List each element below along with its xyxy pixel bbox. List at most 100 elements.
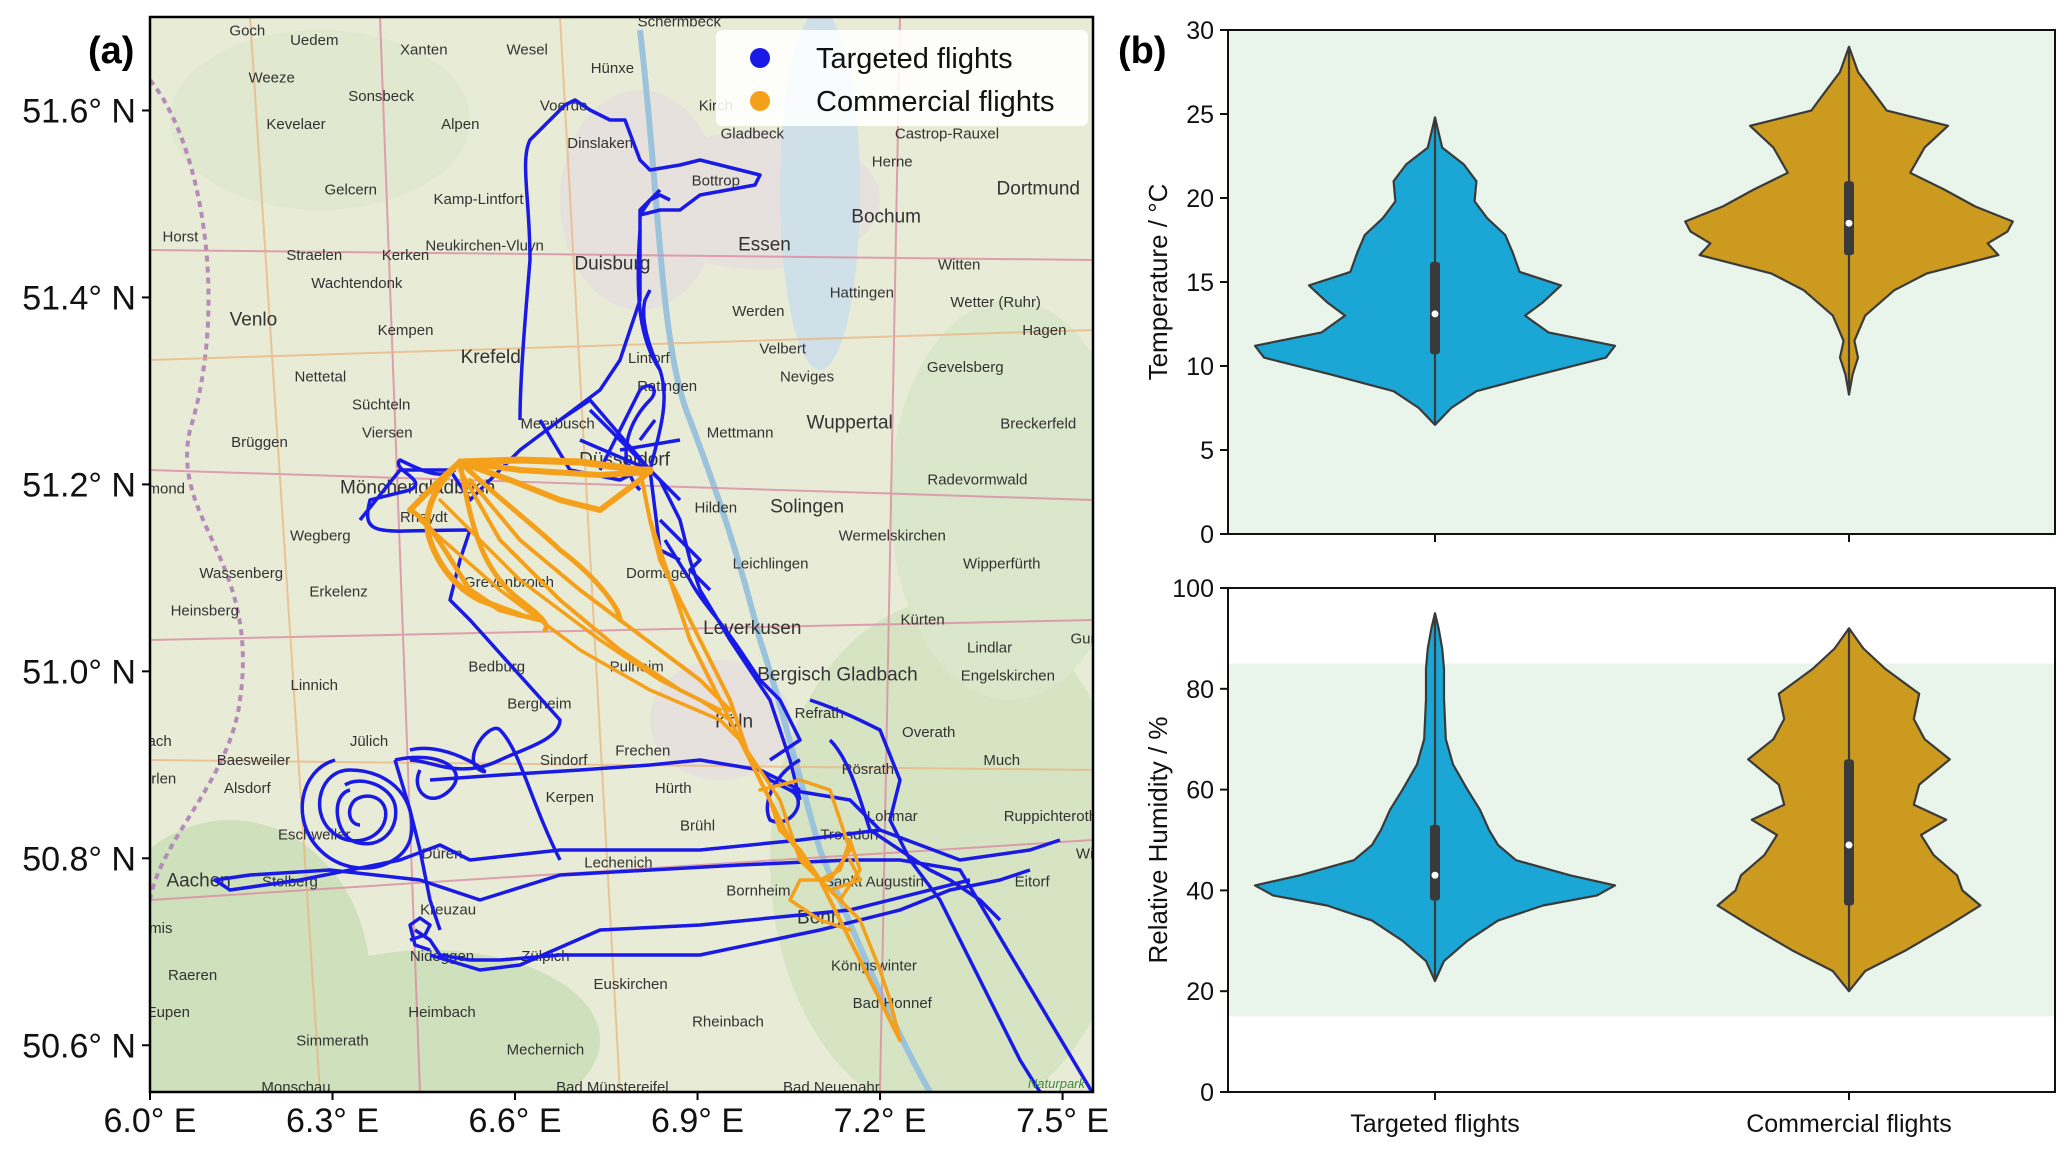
- map-place-label: Brühl: [680, 817, 715, 834]
- flight-tracks: [213, 98, 1093, 1092]
- map-place-label: Roermond: [115, 481, 185, 498]
- map-place-label: Wegberg: [290, 527, 351, 544]
- map-place-label: Heimbach: [408, 1004, 476, 1021]
- y-tick-label: 100: [1172, 575, 1214, 603]
- y-tick-label: 0: [1200, 521, 1214, 549]
- map-place-label: Uedem: [290, 32, 338, 49]
- map-place-label: Leichlingen: [733, 556, 809, 573]
- targeted-flight-tracks: [213, 98, 1093, 1092]
- y-tick-label: 10: [1186, 353, 1214, 381]
- map-place-label: Dormagen: [626, 565, 696, 582]
- map-place-label: Wassenberg: [199, 565, 283, 582]
- y-tick-label: 60: [1186, 777, 1214, 805]
- map-place-label: Herne: [872, 154, 913, 171]
- map-place-label: Bochum: [851, 207, 921, 228]
- map-place-label: Heerlen: [124, 771, 177, 788]
- map-place-label: Wachtendonk: [311, 275, 403, 292]
- map-place-label: Gumm: [1071, 630, 1116, 647]
- map-place-label: Königswinter: [831, 957, 917, 974]
- legend-label-targeted: Targeted flights: [816, 43, 1013, 75]
- map-y-tick-label: 50.6° N: [22, 1027, 136, 1065]
- map-place-label: Gevelsberg: [927, 359, 1004, 376]
- map-place-label: Heinsberg: [171, 602, 239, 619]
- y-tick-label: 80: [1186, 676, 1214, 704]
- violin-median-dot: [1431, 871, 1439, 879]
- y-axis-title: Relative Humidity / %: [1143, 716, 1173, 963]
- map-place-label: Wetter (Ruhr): [950, 294, 1041, 311]
- map-y-axis: 51.6° N 51.4° N 51.2° N 51.0° N 50.8° N 50.6°…: [22, 92, 150, 1065]
- map-place-label: Dinslaken: [567, 135, 633, 152]
- y-tick-label: 20: [1186, 978, 1214, 1006]
- map-place-label: Eitorf: [1015, 873, 1051, 890]
- y-tick-label: 40: [1186, 877, 1214, 905]
- map-place-label: Kevelaer: [266, 116, 325, 133]
- map-place-label: Ruppichteroth: [1004, 808, 1097, 825]
- y-tick-label: 15: [1186, 269, 1214, 297]
- map-place-label: Goch: [229, 23, 265, 40]
- map-place-label: Kerken: [382, 247, 430, 264]
- map-x-axis: 6.0° E 6.3° E 6.6° E 6.9° E 7.2° E 7.5° E: [104, 1092, 1109, 1140]
- map-place-label: Euskirchen: [594, 976, 668, 993]
- map-place-label: Brüggen: [231, 434, 288, 451]
- map-attribution: Naturpark: [1028, 1076, 1087, 1091]
- map-place-label: Alsdorf: [224, 780, 272, 797]
- map-place-label: Wuppertal: [807, 412, 893, 433]
- temperature-violin-chart: 0 5 10 15 20 25 30 Temperature / °C: [1143, 17, 2056, 549]
- plot-frame: [1227, 587, 2056, 1093]
- map-place-label: Bad Neuenahr: [783, 1079, 880, 1096]
- map-place-label: Hürth: [655, 780, 692, 797]
- map-place-label: Bergisch Gladbach: [757, 665, 918, 686]
- map-place-label: Jülich: [350, 733, 388, 750]
- map-x-tick-label: 7.2° E: [834, 1102, 927, 1140]
- map-place-label: Refrath: [795, 705, 844, 722]
- map-place-label: Übach: [128, 732, 171, 750]
- map-y-tick-label: 51.6° N: [22, 92, 136, 130]
- map-place-label: Xanten: [400, 41, 448, 58]
- map-place-label: Eupen: [147, 1004, 190, 1021]
- map-place-label: Werden: [732, 303, 784, 320]
- map-place-label: Solingen: [770, 496, 844, 517]
- map-place-label: Hattingen: [830, 284, 894, 301]
- map-place-label: Lechenich: [584, 855, 652, 872]
- map-place-label: Witten: [938, 256, 981, 273]
- map-place-label: Ratingen: [637, 378, 697, 395]
- legend-marker-targeted: [750, 48, 770, 68]
- map-place-label: Kerpen: [546, 789, 594, 806]
- map-place-label: Bedburg: [468, 658, 525, 675]
- map-place-label: Rösrath: [842, 761, 895, 778]
- map-place-label: Hagen: [1022, 322, 1066, 339]
- map-place-label: Neviges: [780, 369, 834, 386]
- map-place-label: Neukirchen-Vluyn: [425, 238, 543, 255]
- map-place-label: Frechen: [615, 742, 670, 759]
- map-x-tick-label: 6.9° E: [651, 1102, 744, 1140]
- map-place-label: Sonsbeck: [348, 88, 414, 105]
- legend-box: [716, 30, 1088, 126]
- map-place-label: Dortmund: [997, 179, 1080, 200]
- map-place-label: Wermelskirchen: [839, 527, 946, 544]
- flight-track-map: Schermbeck Goch Uedem Xanten Wesel Hünxe Weeze…: [22, 15, 1116, 1140]
- map-place-label: Kelmis: [127, 920, 172, 937]
- map-place-label: Linnich: [290, 677, 338, 694]
- map-place-label: Engelskirchen: [961, 668, 1055, 685]
- y-tick-label: 0: [1200, 1079, 1214, 1107]
- commercial-flight-tracks: [407, 456, 902, 1042]
- y-tick-label: 20: [1186, 185, 1214, 213]
- map-place-label: Velbert: [759, 341, 807, 358]
- background-band: [1228, 663, 2055, 1017]
- map-x-tick-label: 7.5° E: [1016, 1102, 1109, 1140]
- map-place-label: Simmerath: [296, 1032, 369, 1049]
- map-place-label: Kreuzau: [420, 901, 476, 918]
- map-x-tick-label: 6.3° E: [286, 1102, 379, 1140]
- legend-marker-commercial: [750, 91, 770, 111]
- map-place-label: Radevormwald: [927, 471, 1027, 488]
- map-place-label: Gelcern: [325, 182, 378, 199]
- humidity-violin-chart: 0 20 40 60 80 100 Relative Humidity / %: [1143, 575, 2056, 1107]
- map-place-label: Lintorf: [628, 350, 671, 367]
- map-place-label: Horst: [162, 228, 199, 245]
- map-place-label: Sindorf: [540, 752, 588, 769]
- map-place-label: Bornheim: [726, 883, 790, 900]
- map-place-label: Wesel: [506, 41, 547, 58]
- map-place-label: Much: [983, 752, 1020, 769]
- map-place-label: Erkelenz: [309, 584, 367, 601]
- map-place-label: Mettmann: [707, 425, 774, 442]
